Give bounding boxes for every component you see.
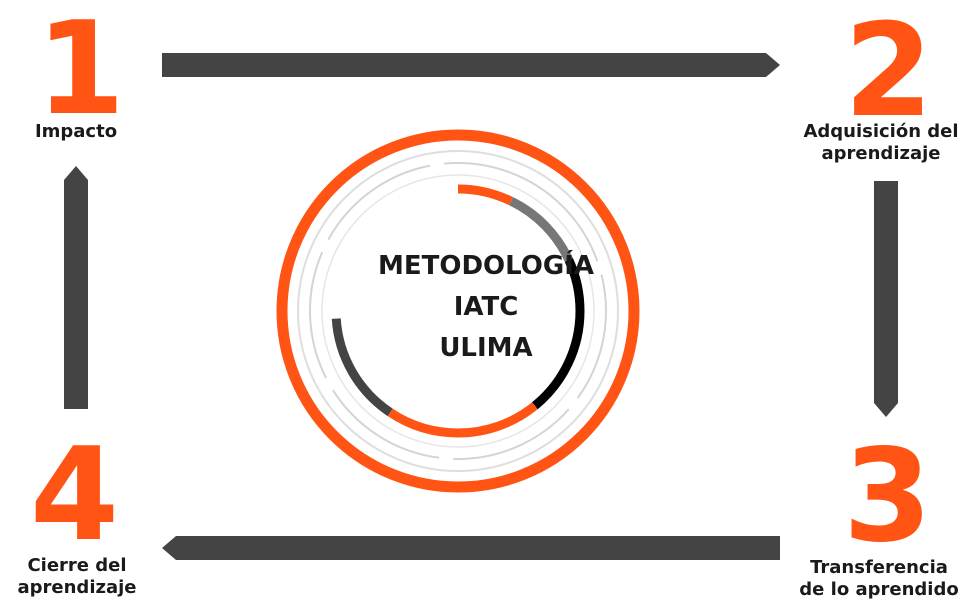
- step-4-label-line-2: aprendizaje: [17, 577, 137, 598]
- center-title-line-2: IATC: [453, 292, 519, 322]
- step-3-label-line-1: Transferencia: [810, 557, 948, 578]
- center-title: METODOLOGÍA IATC ULIMA: [316, 246, 656, 369]
- arrow-left-up: [64, 166, 88, 409]
- arrow-right-down: [874, 181, 898, 417]
- step-2-number: 2: [844, 0, 933, 146]
- segment-orange-top: [331, 184, 585, 438]
- step-1-number: 1: [36, 0, 125, 144]
- light-ring-dashed: [309, 162, 607, 460]
- step-2-label-line-1: Adquisición del: [803, 121, 959, 142]
- inner-segmented-ring: [331, 184, 585, 438]
- step-4-label: Cierre del aprendizaje: [6, 555, 148, 599]
- outer-orange-ring: [276, 129, 640, 493]
- step-1-label: Impacto: [20, 121, 132, 143]
- step-3-number: 3: [843, 422, 932, 571]
- light-ring-outer: [297, 150, 619, 472]
- step-2-label-line-2: aprendizaje: [821, 143, 941, 164]
- light-ring-inner: [321, 174, 595, 448]
- arrow-top-right: [162, 53, 780, 77]
- step-4-number: 4: [30, 421, 119, 570]
- segment-black: [331, 184, 585, 438]
- step-3-label: Transferencia de lo aprendido: [786, 557, 972, 600]
- segment-orange-bottom: [331, 184, 585, 438]
- center-title-line-3: ULIMA: [439, 333, 533, 363]
- center-title-line-1: METODOLOGÍA: [377, 251, 595, 281]
- step-4-label-line-1: Cierre del: [27, 555, 127, 576]
- step-1-label-line-1: Impacto: [34, 121, 118, 142]
- step-3-label-line-2: de lo aprendido: [799, 579, 959, 600]
- arrow-bottom-left: [162, 536, 780, 560]
- step-2-label: Adquisición del aprendizaje: [790, 121, 972, 165]
